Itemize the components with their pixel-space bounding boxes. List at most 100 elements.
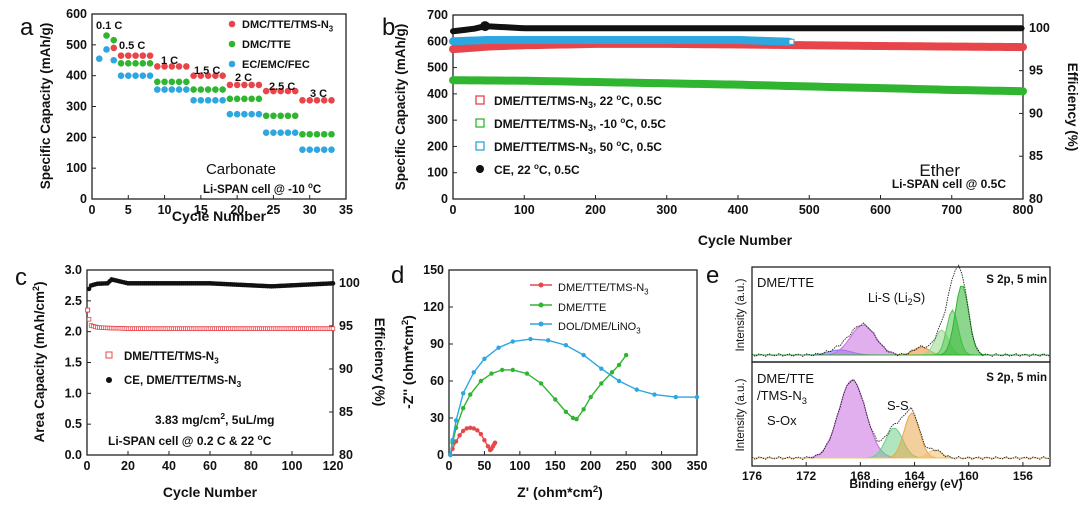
- panel-c-xlabel: Cycle Number: [163, 484, 258, 500]
- panel-d-xtick-label: 200: [580, 459, 601, 473]
- panel-c-y2tick-label: 80: [339, 448, 353, 462]
- panel-a-xtick-label: 15: [194, 203, 208, 217]
- panel-a-legend-marker: [228, 40, 236, 48]
- panel-d-point-1: [599, 381, 604, 386]
- panel-a-point-2: [248, 110, 255, 118]
- panel-c-legend-label: CE, DME/TTE/TMS-N3: [124, 375, 241, 389]
- panel-a-point-1: [146, 60, 154, 67]
- panel-a-point-2: [212, 97, 219, 104]
- panel-a-point-1: [103, 32, 110, 39]
- panel-a-point-1: [132, 60, 139, 67]
- panel-a-point-1: [255, 95, 263, 103]
- panel-e-bottom-frame: [751, 361, 1051, 467]
- panel-a-point-2: [306, 146, 314, 153]
- panel-a-point-1: [161, 78, 168, 86]
- panel-d-point-2: [450, 438, 455, 443]
- panel-a-rate-label: 3 C: [310, 88, 327, 100]
- panel-e-xtick-label: 156: [1013, 469, 1033, 483]
- panel-a-point-1: [124, 60, 132, 67]
- panel-b-ytick-label: 0: [441, 192, 448, 206]
- panel-d-xtick-label: 0: [446, 459, 453, 473]
- panel-b-ylabel2: Efficiency (%): [1065, 63, 1080, 152]
- panel-d-ylabel: -Z'' (ohm*cm2): [400, 315, 416, 409]
- panel-d-xtick-label: 100: [509, 459, 530, 473]
- panel-a-point-1: [299, 130, 306, 138]
- panel-a-rate-label: 1 C: [161, 55, 178, 67]
- panel-c-capacity-point: [330, 326, 336, 331]
- panel-b-xtick-label: 700: [941, 203, 962, 217]
- panel-e-letter: e: [706, 262, 719, 289]
- panel-d-legend-label: DME/TTE/TMS-N3: [558, 282, 649, 296]
- panel-a-point-0: [132, 52, 139, 59]
- panel-b-note: Li-SPAN cell @ 0.5C: [892, 177, 1007, 191]
- panel-a-point-0: [146, 52, 154, 59]
- panel-b-series-2: [449, 35, 794, 46]
- panel-a-point-2: [183, 86, 190, 93]
- panel-a-ylabel: Specific Capacity (mAh/g): [38, 23, 53, 190]
- panel-e-bottom-title: DME/TTE: [757, 371, 814, 386]
- panel-e-bottom-peak-label: S-S: [887, 398, 909, 413]
- panel-a-point-1: [291, 112, 299, 120]
- panel-a-xtick-label: 5: [125, 203, 132, 217]
- panel-a-point-0: [183, 63, 190, 70]
- panel-b-xtick-label: 600: [870, 203, 891, 217]
- panel-e-bottom-peak-label: S-Ox: [767, 413, 797, 428]
- panel-a-point-1: [204, 86, 212, 93]
- panel-d-point-1: [581, 407, 586, 412]
- panel-b-legend-label: DME/TTE/TMS-N3, 50 oC, 0.5C: [494, 139, 662, 156]
- panel-e-top-peak: [752, 285, 1050, 356]
- panel-d-point-1: [468, 392, 473, 397]
- panel-a-ytick-label: 400: [66, 69, 87, 83]
- panel-a-point-2: [262, 129, 270, 137]
- panel-a-point-0: [284, 87, 292, 95]
- panel-d-point-2: [546, 338, 551, 343]
- panel-a-ytick-label: 500: [66, 38, 87, 52]
- panel-a-point-1: [320, 130, 328, 138]
- panel-a-point-2: [175, 86, 183, 93]
- panel-a-point-1: [284, 112, 292, 120]
- panel-d-xtick-label: 50: [477, 459, 491, 473]
- panel-d-point-1: [623, 352, 629, 358]
- panel-d-xlabel: Z' (ohm*cm2): [517, 484, 603, 500]
- panel-c-ytick-label: 3.0: [65, 263, 82, 277]
- panel-b-xtick-label: 400: [728, 203, 749, 217]
- panel-d-point-2: [581, 352, 586, 358]
- panel-c-xtick-label: 40: [162, 459, 176, 473]
- panel-a-point-0: [117, 52, 125, 59]
- panel-a-point-1: [175, 78, 183, 86]
- panel-d-legend-marker: [538, 321, 544, 327]
- panel-a-point-0: [270, 87, 277, 95]
- panel-d-point-1: [499, 367, 505, 373]
- panel-d-point-1: [570, 415, 576, 421]
- panel-a-point-1: [277, 112, 284, 120]
- panel-d-point-1: [460, 405, 466, 411]
- panel-e-top-peak: [752, 308, 1050, 356]
- panel-a-point-1: [270, 112, 277, 120]
- panel-a-point-2: [320, 146, 328, 153]
- panel-a-point-2: [299, 146, 306, 153]
- panel-a-point-2: [124, 72, 132, 79]
- panel-d-point-2: [471, 370, 476, 375]
- panel-b-xtick-label: 100: [514, 203, 535, 217]
- panel-b-y2tick-label: 90: [1029, 106, 1043, 120]
- panel-a-point-1: [262, 112, 270, 120]
- panel-c-xtick-label: 80: [244, 459, 258, 473]
- panel-c-ytick-label: 2.5: [65, 294, 82, 308]
- panel-d-point-1: [574, 417, 579, 422]
- panel-b-xtick-label: 800: [1013, 203, 1034, 217]
- panel-a-point-2: [284, 129, 292, 137]
- panel-b-ytick-label: 600: [427, 34, 448, 48]
- panel-a-point-2: [190, 97, 197, 104]
- panel-e-top-peak: [752, 324, 1050, 356]
- panel-b-ytick-label: 500: [427, 61, 448, 75]
- panel-c-y2tick-label: 90: [339, 362, 353, 376]
- panel-d-legend-marker: [538, 282, 544, 288]
- panel-c-ytick-label: 0.0: [65, 448, 82, 462]
- panel-e-bottom-title: /TMS-N3: [757, 388, 807, 406]
- panel-a-point-2: [139, 72, 147, 79]
- panel-a-point-2: [110, 56, 118, 64]
- panel-d-xtick-label: 350: [687, 459, 708, 473]
- panel-d-point-1: [538, 381, 544, 386]
- panel-a-legend-marker: [228, 60, 236, 68]
- panel-a-point-0: [219, 72, 226, 79]
